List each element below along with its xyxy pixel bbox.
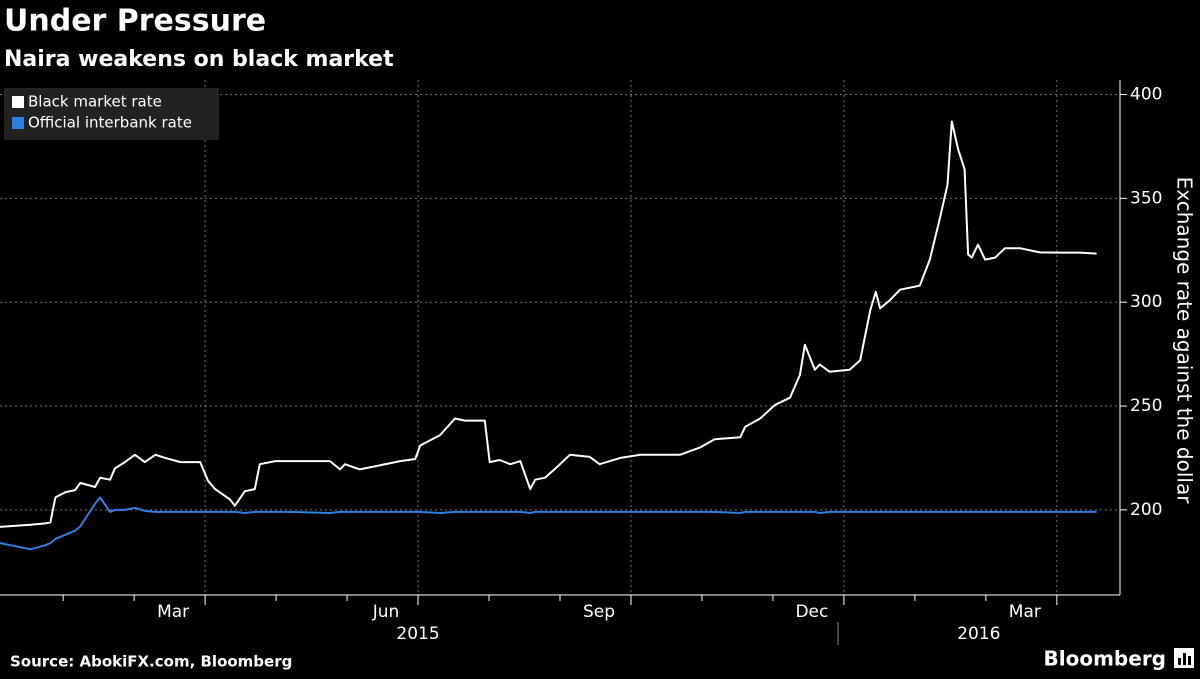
chart-subtitle: Naira weakens on black market xyxy=(4,47,394,72)
x-tick-label: Sep xyxy=(583,602,615,622)
y-tick-label: 350 xyxy=(1130,188,1162,208)
year-label: 2015 xyxy=(396,624,439,644)
legend-label: Official interbank rate xyxy=(28,114,192,132)
x-tick-label: Dec xyxy=(795,602,828,622)
brand-icon xyxy=(1174,648,1194,668)
source: Source: AbokiFX.com, Bloomberg xyxy=(10,653,292,671)
series-line xyxy=(0,496,1097,551)
chart-title: Under Pressure xyxy=(4,4,266,39)
legend-swatch xyxy=(12,96,24,108)
x-tick-label: Jun xyxy=(372,602,400,622)
y-tick-label: 300 xyxy=(1130,292,1162,312)
x-tick-label: Mar xyxy=(1009,602,1041,622)
legend: Black market rate Official interbank rate xyxy=(4,88,219,140)
brand: Bloomberg xyxy=(1044,647,1166,671)
year-label: 2016 xyxy=(957,624,1000,644)
legend-box xyxy=(4,88,219,140)
x-tick-label: Mar xyxy=(157,602,189,622)
y-tick-label: 400 xyxy=(1130,85,1162,105)
y-axis-label: Exchange rate against the dollar xyxy=(1173,177,1197,505)
y-tick-label: 200 xyxy=(1130,500,1162,520)
legend-label: Black market rate xyxy=(28,93,162,111)
series-line xyxy=(0,120,1097,528)
legend-swatch xyxy=(12,117,24,129)
y-tick-label: 250 xyxy=(1130,396,1162,416)
